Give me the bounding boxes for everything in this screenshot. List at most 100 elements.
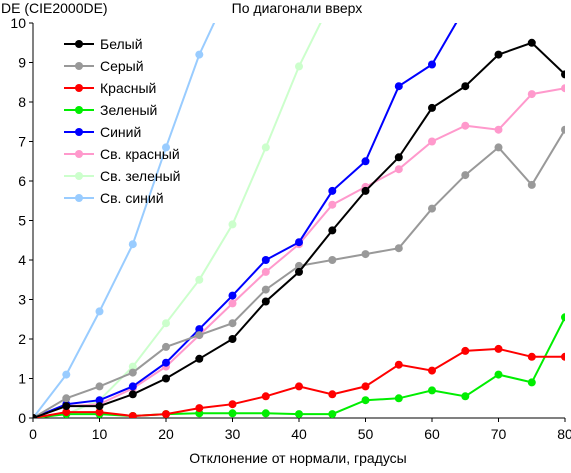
data-point — [361, 157, 370, 166]
data-point — [195, 275, 204, 284]
data-point — [361, 382, 370, 391]
x-tick-label: 70 — [491, 426, 507, 442]
legend-label: Св. зеленый — [100, 168, 180, 184]
data-point — [461, 82, 470, 91]
data-point — [195, 331, 204, 340]
data-point — [162, 143, 170, 152]
data-point — [527, 352, 536, 361]
data-point — [95, 402, 104, 411]
data-point — [394, 360, 403, 369]
data-point — [33, 414, 37, 418]
data-point — [428, 366, 436, 375]
data-point — [228, 299, 237, 308]
legend-label: Синий — [100, 124, 141, 140]
data-point — [394, 394, 403, 403]
legend-swatch-marker — [75, 84, 83, 92]
y-tick-label: 9 — [18, 55, 26, 71]
data-point — [295, 382, 303, 391]
data-point — [128, 390, 137, 399]
data-point — [394, 153, 403, 162]
legend-label: Св. красный — [100, 146, 180, 162]
y-tick-label: 4 — [18, 252, 26, 268]
data-point — [561, 84, 565, 93]
data-point — [195, 50, 204, 59]
data-point — [261, 297, 270, 306]
chart-title: По диагонали вверх — [232, 0, 363, 16]
x-axis-label: Отклонение от нормали, градусы — [189, 450, 406, 466]
x-tick-label: 80 — [557, 426, 571, 442]
x-tick-label: 10 — [92, 426, 108, 442]
y-tick-label: 2 — [18, 331, 26, 347]
data-point — [461, 3, 469, 11]
legend-item: Белый — [64, 36, 143, 52]
data-point — [162, 342, 170, 351]
data-point — [428, 103, 436, 112]
data-point — [162, 319, 170, 328]
data-point — [95, 382, 104, 391]
data-point — [328, 186, 337, 195]
legend-swatch-marker — [75, 62, 83, 70]
legend-item: Синий — [64, 124, 141, 140]
data-point — [361, 396, 370, 405]
x-tick-label: 30 — [225, 426, 241, 442]
data-point — [261, 285, 270, 294]
series-4 — [33, 313, 565, 418]
data-point — [162, 410, 170, 418]
data-point — [62, 370, 71, 379]
x-tick-label: 40 — [291, 426, 307, 442]
x-tick-label: 50 — [358, 426, 374, 442]
x-tick-label: 0 — [29, 426, 37, 442]
data-point — [261, 267, 270, 276]
legend-item: Св. зеленый — [64, 168, 180, 184]
legend-item: Зеленый — [64, 102, 157, 118]
legend-label: Белый — [100, 36, 143, 52]
data-point — [361, 186, 370, 195]
data-point — [128, 362, 137, 371]
data-point — [328, 390, 337, 399]
data-point — [128, 412, 137, 418]
data-point — [228, 220, 237, 229]
legend-item: Серый — [64, 58, 144, 74]
x-tick-label: 20 — [158, 426, 174, 442]
data-point — [428, 204, 436, 213]
series-layer — [33, 3, 565, 418]
y-tick-label: 6 — [18, 173, 26, 189]
y-tick-label: 5 — [18, 213, 26, 229]
data-point — [561, 70, 565, 79]
series-2 — [33, 125, 565, 418]
data-point — [428, 60, 436, 69]
data-point — [128, 240, 137, 249]
data-point — [394, 244, 403, 253]
data-point — [361, 250, 370, 259]
series-3 — [33, 344, 565, 418]
data-point — [95, 408, 104, 417]
legend-swatch-marker — [75, 106, 83, 114]
series-8 — [33, 23, 216, 418]
data-point — [461, 346, 470, 355]
data-point — [261, 143, 270, 152]
legend-swatch-marker — [75, 40, 83, 48]
data-point — [494, 50, 503, 59]
y-tick-label: 8 — [18, 94, 26, 110]
data-point — [195, 325, 204, 334]
legend-swatch-marker — [75, 172, 83, 180]
data-point — [494, 143, 503, 152]
y-tick-label: 3 — [18, 292, 26, 308]
legend-swatch-marker — [75, 150, 83, 158]
series-5 — [33, 3, 469, 418]
data-point — [527, 90, 536, 99]
data-point — [561, 125, 565, 134]
legend-label: Зеленый — [100, 102, 157, 118]
legend-label: Св. синий — [100, 190, 164, 206]
data-point — [162, 374, 170, 383]
data-point — [328, 226, 337, 235]
legend-item: Св. красный — [64, 146, 180, 162]
data-point — [195, 354, 204, 363]
axes: 0 1 2 3 4 5 6 7 8 9 10 0 10 20 30 40 50 60 70 80 — [10, 15, 571, 442]
data-point — [62, 408, 71, 417]
data-point — [527, 38, 536, 47]
data-point — [128, 368, 137, 377]
data-point — [295, 62, 303, 71]
data-point — [428, 137, 436, 146]
data-point — [527, 378, 536, 387]
